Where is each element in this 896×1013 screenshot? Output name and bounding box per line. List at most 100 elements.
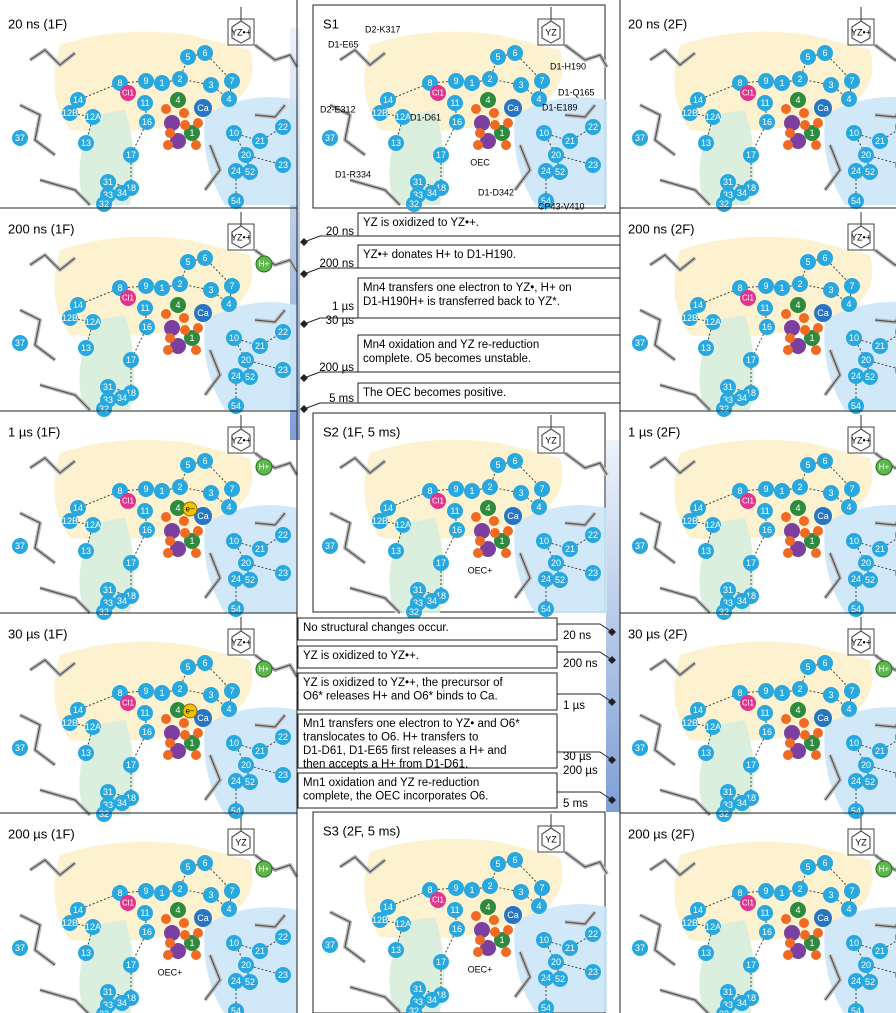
water-label: 6 [822,48,827,58]
water-label: 13 [391,546,401,556]
water-label: 10 [229,333,239,343]
water-label: 21 [875,946,885,956]
event-text: YZ is oxidized to YZ•+. [303,650,419,662]
water-label: 11 [450,98,459,108]
tyrosine-label: YZ•+ [851,637,871,647]
water-label: 22 [278,122,288,132]
water-label: 21 [565,136,575,146]
residue-stick [875,250,896,272]
figure: YZ•+5637891241412B12A1316111718102122202… [0,0,896,1013]
oec-scene: YZ•+5637891241412B12A1316111718102122202… [632,415,896,620]
water-label: 24 [231,776,241,786]
water-label: 31 [723,987,733,997]
water-label: 2 [177,279,182,289]
oxygen [471,104,481,114]
water-label: 3 [208,285,213,295]
oec-scene: YZ•+5637891241412B12A1316111718102122202… [12,7,297,212]
water-label: 37 [325,133,335,143]
water-label: 9 [143,484,148,494]
water-label: 10 [229,128,239,138]
water-label: 34 [427,188,437,198]
water-label: 17 [746,760,756,770]
oec-scene: YZ•+5637891241412B12A1316111718102122202… [632,617,896,822]
mn4-label: 4 [175,95,180,105]
chloride-label: Cl1 [122,89,135,98]
water-label: 17 [126,558,136,568]
oxygen [501,140,511,150]
water-label: 12A [85,317,101,327]
oxygen [813,728,823,738]
water-label: 9 [143,281,148,291]
oxygen [473,548,483,558]
water-label: 32 [409,1006,419,1013]
panel-title: 200 µs (2F) [628,826,695,841]
proton-label: H+ [879,865,890,874]
water-label: 14 [73,95,83,105]
water-label: 11 [760,506,769,516]
water-label: 6 [512,855,517,865]
water-label: 5 [805,862,810,872]
water-label: 6 [202,456,207,466]
water-label: 13 [701,748,711,758]
water-label: 17 [126,355,136,365]
water-label: 7 [539,883,544,893]
water-label: 22 [278,530,288,540]
water-label: 9 [763,76,768,86]
water-label: 14 [73,705,83,715]
water-label: 11 [760,908,769,918]
water-label: 8 [427,885,432,895]
water-label: 4 [226,299,231,309]
electron-label: e− [185,707,194,716]
water-label: 4 [226,502,231,512]
oxygen [161,309,171,319]
water-label: 16 [452,525,462,535]
water-label: 1 [159,888,164,898]
water-label: 32 [99,199,109,209]
oxygen [783,750,793,760]
water-label: 37 [15,338,25,348]
water-label: 23 [278,365,288,375]
tyrosine-label: YZ•+ [231,232,251,242]
oxygen [781,309,791,319]
residue-label: D1-H190 [550,61,586,71]
water-label: 10 [229,938,239,948]
water-label: 34 [737,393,747,403]
water-label: 11 [140,506,149,516]
water-label: 54 [541,604,551,614]
mn1-label: 1 [499,128,504,138]
water-label: 9 [763,686,768,696]
water-label: 3 [208,80,213,90]
residue-label: D1-R334 [335,169,371,179]
water-label: 54 [851,401,861,411]
tyrosine-label: YZ•+ [851,232,871,242]
chloride-label: Cl1 [122,699,135,708]
water-label: 16 [762,727,772,737]
water-label: 2 [177,74,182,84]
water-label: 13 [701,343,711,353]
water-label: 1 [469,486,474,496]
proton-label: H+ [879,665,890,674]
oec-scene: YZ5637891241412B12A131611171810212220232… [12,817,297,1013]
water-label: 21 [875,746,885,756]
oec-scene-inner: YZ•+5637891241412B12A1316111718102122202… [632,212,896,417]
oxygen [781,512,791,522]
calcium-label: Ca [817,103,829,113]
calcium-label: Ca [817,308,829,318]
water-label: 13 [81,948,91,958]
water-label: 21 [255,544,265,554]
water-label: 13 [391,138,401,148]
oxygen [781,914,791,924]
water-label: 54 [851,1006,861,1013]
water-label: 5 [805,662,810,672]
water-label: 24 [541,574,551,584]
oxygen [783,950,793,960]
oxygen [163,750,173,760]
oxygen [191,345,201,355]
oxygen [783,345,793,355]
water-label: 11 [140,908,149,918]
water-label: 13 [391,945,401,955]
water-label: 4 [846,94,851,104]
event-text: No structural changes occur. [303,622,449,634]
oxygen [161,512,171,522]
water-label: 20 [861,355,871,365]
